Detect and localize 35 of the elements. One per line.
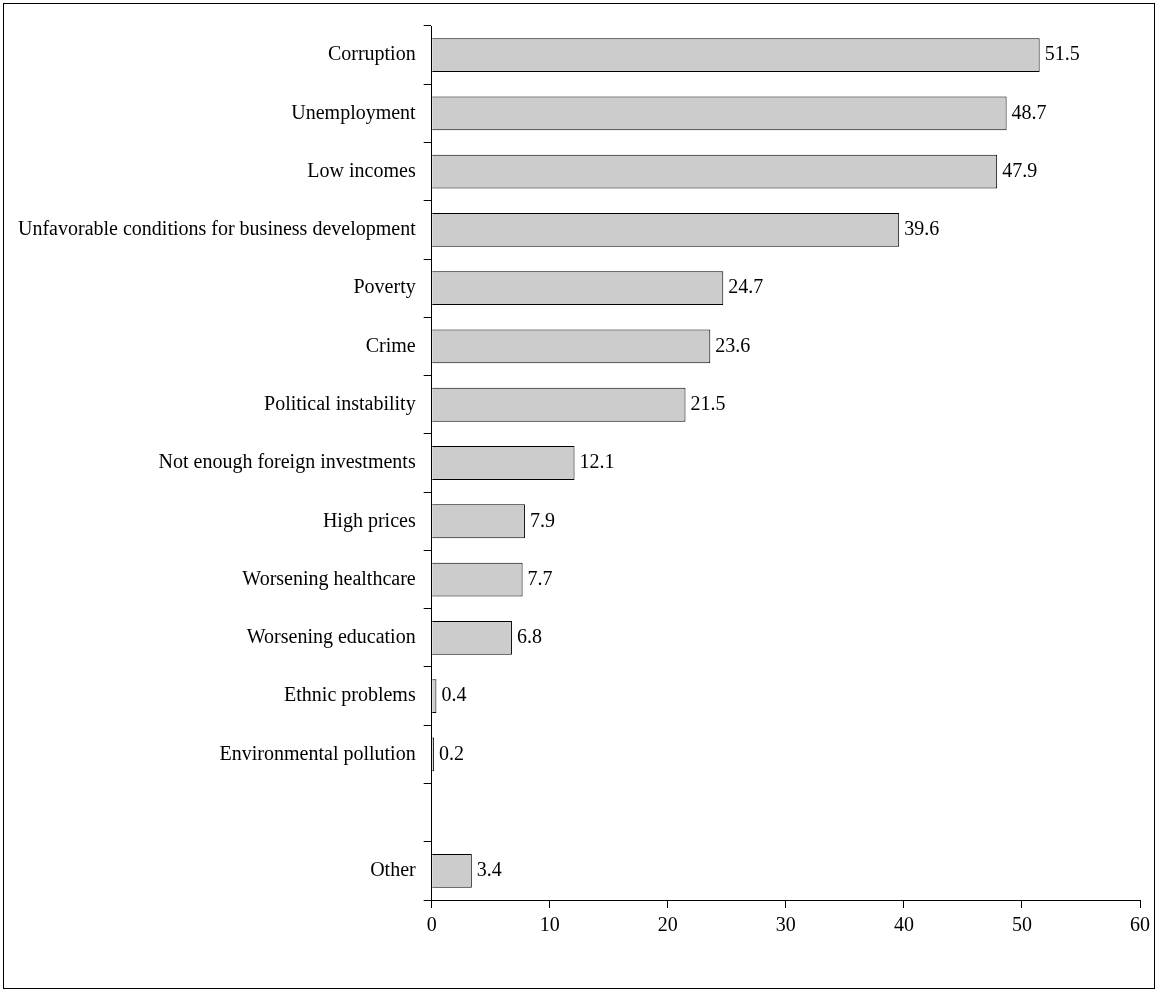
x-tick-label: 0 (426, 913, 437, 936)
x-tick-label: 20 (657, 913, 678, 936)
data-label: 7.9 (529, 508, 555, 531)
data-label: 6.8 (516, 625, 542, 648)
data-label: 12.1 (579, 450, 615, 473)
data-label: 24.7 (728, 275, 764, 298)
data-label: 3.4 (476, 858, 502, 881)
data-label: 0.2 (439, 741, 465, 764)
y-tick-label: Environmental pollution (219, 741, 416, 765)
y-tick-label: Crime (365, 333, 416, 356)
x-tick-label: 30 (775, 913, 796, 936)
data-label: 23.6 (715, 333, 751, 356)
y-tick-label: Worsening education (246, 625, 416, 649)
y-tick-label: High prices (322, 508, 416, 532)
y-tick-label: Unfavorable conditions for business development (18, 217, 417, 241)
data-label: 21.5 (690, 391, 726, 414)
x-tick-label: 60 (1130, 913, 1150, 936)
x-tick-label: 50 (1011, 913, 1032, 936)
data-label: 7.7 (527, 566, 553, 589)
x-tick-label: 40 (893, 913, 914, 936)
y-tick-label: Other (370, 858, 417, 881)
y-tick-label: Worsening healthcare (242, 566, 416, 590)
y-tick-label: Corruption (327, 42, 416, 66)
data-label: 0.4 (441, 683, 467, 706)
y-tick-label: Poverty (353, 275, 416, 299)
y-tick-label: Unemployment (291, 100, 417, 124)
data-label: 39.6 (904, 217, 940, 240)
y-tick-label: Low incomes (307, 158, 416, 181)
data-label: 51.5 (1044, 42, 1080, 65)
data-label: 47.9 (1002, 158, 1038, 181)
y-tick-label: Political instability (264, 391, 416, 415)
y-tick-label: Ethnic problems (284, 683, 416, 707)
x-tick-label: 10 (539, 913, 560, 936)
y-tick-label: Not enough foreign investments (158, 450, 416, 474)
data-label: 48.7 (1011, 100, 1047, 123)
